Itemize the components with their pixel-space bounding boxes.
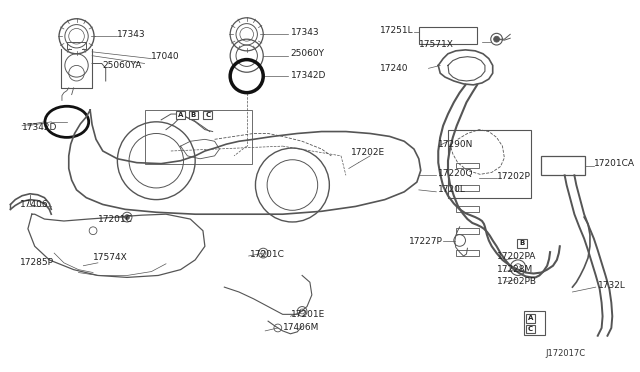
Text: 17220Q: 17220Q: [438, 169, 474, 178]
Text: 17202P: 17202P: [497, 172, 531, 181]
Text: J172017C: J172017C: [545, 349, 586, 358]
Text: 17201CA: 17201CA: [594, 159, 635, 168]
Bar: [541, 156, 585, 175]
Text: 17571X: 17571X: [419, 39, 454, 48]
Bar: [448, 129, 531, 198]
Bar: [204, 110, 212, 119]
Text: 17228M: 17228M: [497, 265, 533, 274]
Bar: [456, 228, 479, 234]
Text: A: A: [528, 315, 533, 321]
Text: 17406M: 17406M: [283, 324, 319, 333]
Bar: [526, 314, 535, 323]
Bar: [145, 110, 252, 164]
Text: B: B: [191, 112, 196, 118]
Text: C: C: [528, 326, 533, 332]
Bar: [456, 185, 479, 191]
Bar: [456, 206, 479, 212]
Text: 17240: 17240: [380, 64, 408, 73]
Text: 17227P: 17227P: [409, 237, 443, 246]
Bar: [189, 110, 198, 119]
Text: 17202PB: 17202PB: [497, 277, 536, 286]
Bar: [517, 238, 527, 248]
Text: 17574X: 17574X: [93, 253, 128, 263]
Bar: [526, 324, 535, 333]
Text: 17201C: 17201C: [98, 215, 133, 224]
Text: 17342D: 17342D: [22, 123, 58, 132]
Text: B: B: [519, 240, 525, 246]
Text: 17342D: 17342D: [291, 71, 326, 80]
Text: 17285P: 17285P: [20, 258, 54, 267]
Bar: [419, 26, 477, 44]
Bar: [456, 250, 479, 256]
Bar: [456, 163, 479, 169]
Text: 17202PA: 17202PA: [497, 251, 536, 260]
Text: A: A: [178, 112, 183, 118]
Text: 17201C: 17201C: [250, 250, 285, 259]
Text: 17040: 17040: [152, 52, 180, 61]
Text: 1732L: 1732L: [598, 281, 625, 290]
Text: 17343: 17343: [291, 28, 319, 37]
Bar: [176, 110, 185, 119]
Text: C: C: [205, 112, 211, 118]
Text: 25060Y: 25060Y: [291, 49, 324, 58]
Text: 17202E: 17202E: [351, 148, 385, 157]
Text: 17406: 17406: [20, 200, 49, 209]
Circle shape: [493, 36, 499, 42]
Circle shape: [125, 215, 129, 219]
Text: 17201E: 17201E: [291, 310, 324, 319]
Text: 1720L: 1720L: [438, 185, 466, 195]
Text: 17290N: 17290N: [438, 140, 474, 149]
Text: 17251L: 17251L: [380, 26, 413, 35]
Bar: [524, 311, 545, 335]
Text: 17343: 17343: [117, 30, 146, 39]
Text: 25060YA: 25060YA: [103, 61, 142, 70]
